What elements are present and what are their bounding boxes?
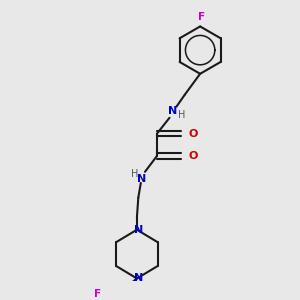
Text: N: N [134,274,143,284]
Text: N: N [134,225,143,235]
Text: N: N [137,174,146,184]
Text: O: O [188,129,198,139]
Text: O: O [188,151,198,161]
Text: N: N [168,106,177,116]
Text: H: H [178,110,186,120]
Text: H: H [131,169,138,179]
Text: F: F [198,12,205,22]
Text: F: F [94,290,101,299]
